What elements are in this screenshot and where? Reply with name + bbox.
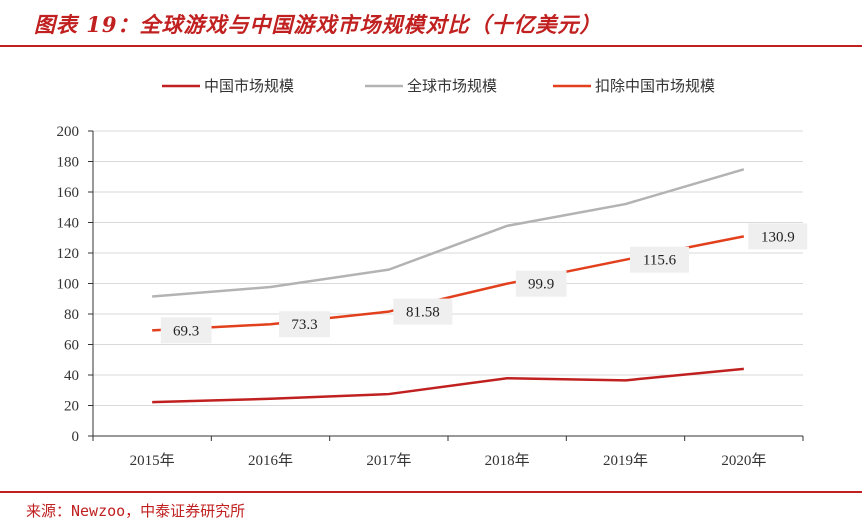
series-line [152,168,745,298]
data-label: 130.9 [761,229,795,245]
y-tick-label: 20 [64,399,79,415]
y-tick-label: 140 [57,216,80,232]
data-label-box [393,298,453,325]
data-label-box [515,270,567,297]
y-tick-label: 200 [57,124,80,140]
y-tick-label: 40 [64,368,79,384]
legend-label: 中国市场规模 [204,77,294,95]
footer-divider [0,491,862,493]
data-label: 115.6 [643,253,677,269]
data-label: 73.3 [291,317,317,333]
data-label: 99.9 [528,277,554,293]
x-tick-label: 2020年 [721,452,766,469]
title-divider [0,45,862,47]
y-tick-label: 160 [57,185,80,201]
data-label: 81.58 [406,305,440,321]
data-label-box [630,246,689,273]
data-label-box [279,311,330,338]
legend-label: 全球市场规模 [407,77,497,95]
chart-title: 图表 19：全球游戏与中国游戏市场规模对比（十亿美元） [34,12,602,37]
y-axis-ticks: 0 20 40 60 80 100 120 140 160 180 200 [57,124,80,445]
data-label-box [748,223,808,250]
data-label-box [160,317,212,344]
y-tick-label: 0 [72,429,80,445]
x-axis-ticks: 2015年 2016年 2017年 2018年 2019年 2020年 [130,452,767,469]
series-lines [152,168,745,404]
y-tick-label: 100 [57,277,80,293]
x-tick-label: 2019年 [603,452,648,469]
x-tick-label: 2018年 [485,452,530,469]
y-tick-label: 180 [57,155,80,171]
gridlines [93,130,803,406]
y-tick-label: 60 [64,338,79,354]
legend: 中国市场规模 全球市场规模 扣除中国市场规模 [162,77,715,95]
x-tick-label: 2015年 [130,452,175,469]
source-note: 来源：Newzoo，中泰证券研究所 [26,502,246,520]
y-tick-label: 120 [57,246,80,262]
data-label: 69.3 [173,323,199,339]
x-tick-label: 2017年 [366,452,411,469]
series-line [152,367,744,404]
x-tick-label: 2016年 [248,452,293,469]
axes [88,130,804,441]
data-labels: 69.3 73.3 81.58 99.9 115.6 130.9 [160,223,808,344]
y-tick-label: 80 [64,307,79,323]
legend-label: 扣除中国市场规模 [595,77,715,95]
